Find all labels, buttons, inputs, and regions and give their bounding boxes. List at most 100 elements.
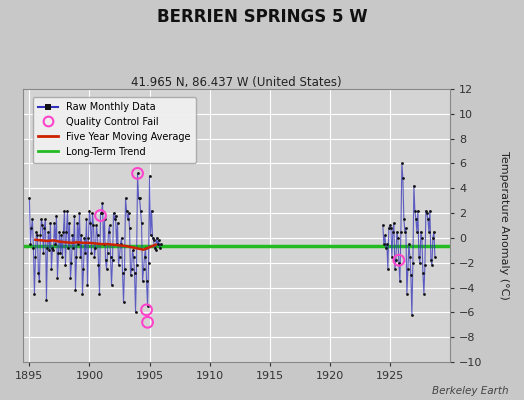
- Point: [391, 266, 399, 272]
- Point: [118, 270, 127, 276]
- Point: [141, 245, 150, 251]
- Point: [112, 241, 121, 247]
- Point: [392, 228, 401, 235]
- Point: [44, 228, 52, 235]
- Point: [134, 195, 143, 201]
- Point: [417, 228, 425, 235]
- Point: [145, 260, 153, 266]
- Point: [113, 220, 122, 226]
- Point: [28, 216, 37, 222]
- Point: [124, 210, 133, 216]
- Point: [390, 220, 398, 226]
- Point: [83, 282, 92, 288]
- Point: [139, 266, 148, 272]
- Point: [387, 225, 395, 231]
- Point: [412, 216, 420, 222]
- Point: [380, 241, 388, 247]
- Point: [108, 257, 117, 264]
- Point: [54, 250, 63, 256]
- Point: [80, 235, 89, 241]
- Point: [116, 241, 125, 247]
- Point: [425, 207, 434, 214]
- Point: [383, 241, 391, 247]
- Point: [60, 207, 69, 214]
- Point: [117, 235, 126, 241]
- Point: [122, 195, 130, 201]
- Point: [49, 247, 58, 254]
- Point: [66, 220, 74, 226]
- Point: [81, 250, 90, 256]
- Point: [95, 290, 104, 297]
- Point: [93, 232, 102, 239]
- Point: [408, 312, 416, 318]
- Point: [86, 220, 95, 226]
- Point: [107, 282, 116, 288]
- Point: [428, 262, 436, 268]
- Point: [156, 241, 165, 247]
- Point: [150, 245, 159, 251]
- Point: [99, 200, 107, 206]
- Point: [39, 250, 48, 256]
- Point: [71, 287, 80, 293]
- Point: [29, 245, 38, 251]
- Point: [137, 220, 146, 226]
- Point: [105, 222, 114, 229]
- Point: [394, 235, 402, 241]
- Point: [149, 237, 158, 244]
- Point: [73, 220, 82, 226]
- Point: [119, 299, 128, 306]
- Point: [38, 222, 47, 229]
- Point: [399, 175, 407, 182]
- Point: [32, 228, 40, 235]
- Point: [77, 253, 85, 260]
- Point: [91, 245, 100, 251]
- Point: [30, 290, 39, 297]
- Point: [121, 266, 129, 272]
- Point: [130, 270, 139, 276]
- Point: [43, 245, 52, 251]
- Point: [422, 207, 430, 214]
- Point: [403, 266, 412, 272]
- Text: Berkeley Earth: Berkeley Earth: [432, 386, 508, 396]
- Point: [127, 266, 136, 272]
- Point: [407, 272, 415, 278]
- Point: [143, 278, 151, 284]
- Point: [25, 195, 34, 201]
- Point: [103, 250, 112, 256]
- Point: [386, 222, 394, 229]
- Point: [129, 253, 138, 260]
- Point: [77, 232, 85, 239]
- Point: [381, 245, 390, 251]
- Point: [402, 290, 411, 297]
- Title: 41.965 N, 86.437 W (United States): 41.965 N, 86.437 W (United States): [132, 76, 342, 89]
- Point: [148, 235, 157, 241]
- Point: [111, 212, 119, 219]
- Point: [431, 253, 439, 260]
- Point: [395, 260, 403, 266]
- Y-axis label: Temperature Anomaly (°C): Temperature Anomaly (°C): [499, 151, 509, 300]
- Point: [144, 319, 152, 326]
- Point: [70, 212, 79, 219]
- Point: [413, 228, 421, 235]
- Point: [135, 195, 144, 201]
- Point: [396, 278, 404, 284]
- Point: [136, 207, 145, 214]
- Point: [96, 210, 105, 216]
- Point: [37, 216, 46, 222]
- Point: [92, 222, 101, 229]
- Point: [57, 232, 66, 239]
- Point: [416, 260, 424, 266]
- Point: [72, 253, 81, 260]
- Point: [88, 250, 96, 256]
- Point: [115, 253, 124, 260]
- Point: [27, 225, 36, 231]
- Point: [26, 241, 35, 247]
- Point: [33, 232, 41, 239]
- Point: [55, 228, 63, 235]
- Point: [380, 232, 389, 239]
- Point: [96, 212, 105, 219]
- Point: [427, 257, 435, 264]
- Point: [398, 160, 406, 167]
- Point: [31, 253, 40, 260]
- Point: [409, 260, 417, 266]
